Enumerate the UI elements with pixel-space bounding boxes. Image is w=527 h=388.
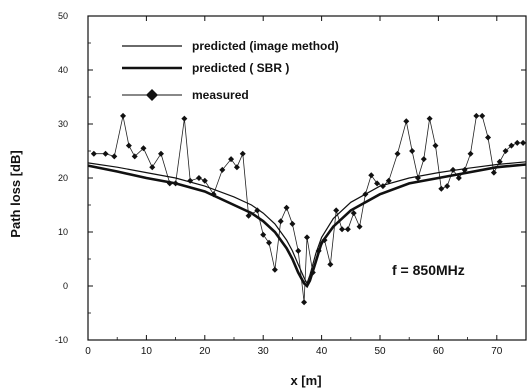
axes: 0 10 20 30 40 50 60 70 -10 0 10 20 30 40 50 [55, 11, 527, 357]
measured-point [374, 180, 381, 187]
y-tick-label: 50 [58, 11, 68, 21]
measured-point [245, 212, 252, 219]
measured-point [409, 148, 416, 154]
y-tick-label: 10 [58, 227, 68, 237]
measured-point [149, 164, 156, 171]
x-tick-label: 20 [199, 346, 211, 357]
measured-point [394, 150, 401, 157]
measured-point [140, 145, 147, 152]
measured-point [432, 142, 439, 149]
measured-point [90, 150, 97, 157]
measured-point [444, 183, 451, 190]
measured-point [181, 115, 188, 122]
y-tick-label: 20 [58, 173, 68, 183]
measured-point [520, 139, 527, 146]
x-axis-label: x [m] [290, 373, 321, 388]
series-image-method-line [87, 161, 527, 285]
measured-point [344, 226, 351, 233]
x-tick-label: 0 [85, 346, 91, 357]
measured-point [473, 112, 480, 119]
measured-point [455, 175, 462, 181]
measured-point [368, 172, 375, 179]
measured-point [295, 247, 302, 254]
measured-point [403, 118, 410, 125]
measured-point [195, 175, 202, 181]
measured-point [420, 156, 427, 163]
frequency-annotation: f = 850MHz [392, 262, 465, 278]
measured-point [158, 150, 164, 157]
measured-point [426, 115, 433, 122]
measured-point [514, 139, 521, 146]
legend-label-measured: measured [192, 88, 249, 102]
y-tick-label: 0 [63, 281, 68, 291]
measured-point [120, 112, 127, 119]
measured-point [508, 142, 515, 149]
measured-point [438, 185, 445, 192]
y-tick-label: 40 [58, 65, 68, 75]
measured-point [239, 150, 246, 157]
measured-point [327, 261, 334, 268]
measured-point [201, 177, 208, 184]
measured-point [385, 177, 392, 184]
legend: predicted (image method) predicted ( SBR … [122, 39, 339, 102]
measured-point [233, 164, 240, 171]
measured-point [266, 239, 273, 246]
x-tick-label: 60 [433, 346, 445, 357]
x-tick-label: 50 [374, 346, 386, 357]
x-tick-label: 10 [141, 346, 153, 357]
measured-point [356, 223, 363, 230]
legend-marker-measured [146, 89, 158, 101]
measured-point [260, 231, 267, 238]
measured-point [490, 169, 497, 176]
measured-point [219, 166, 226, 173]
measured-point [111, 153, 118, 160]
measured-point [283, 204, 290, 211]
legend-label-image-method: predicted (image method) [192, 39, 339, 53]
measured-point [479, 112, 486, 119]
x-tick-label: 70 [491, 346, 503, 357]
plot-area [87, 112, 527, 306]
measured-point [304, 234, 310, 241]
measured-point [125, 142, 132, 149]
x-tick-label: 40 [316, 346, 328, 357]
measured-point [339, 226, 346, 233]
measured-point [301, 299, 308, 306]
measured-point [350, 210, 357, 217]
measured-point [289, 220, 296, 227]
measured-point [502, 148, 509, 154]
measured-point [277, 218, 284, 225]
series-sbr-line [87, 163, 527, 289]
measured-point [131, 153, 138, 160]
measured-point [254, 207, 261, 214]
measured-point [333, 207, 340, 214]
y-tick-label: 30 [58, 119, 68, 129]
measured-point [102, 150, 109, 157]
y-axis-label: Path loss [dB] [8, 150, 23, 237]
measured-point [485, 134, 492, 141]
measured-point [467, 150, 474, 157]
measured-point [271, 266, 278, 273]
measured-point [496, 158, 503, 165]
measured-point [228, 156, 235, 163]
legend-label-sbr: predicted ( SBR ) [192, 61, 289, 75]
y-tick-label: -10 [55, 335, 68, 345]
x-tick-label: 30 [258, 346, 270, 357]
